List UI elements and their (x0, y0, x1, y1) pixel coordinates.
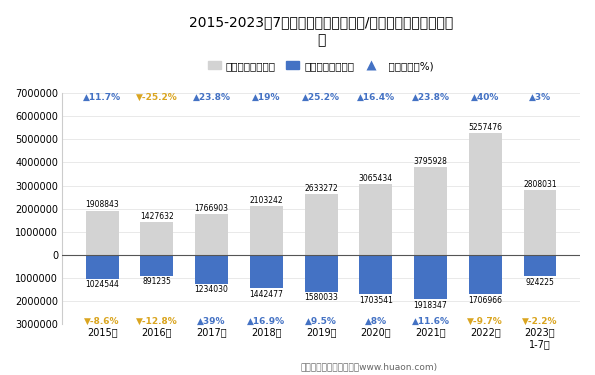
Text: 891235: 891235 (142, 277, 171, 286)
Text: ▲16.9%: ▲16.9% (248, 317, 286, 326)
Bar (305, 194, 337, 255)
Text: 1703541: 1703541 (359, 296, 393, 305)
Bar (195, 214, 228, 255)
Text: 1766903: 1766903 (195, 204, 228, 213)
Text: 1024544: 1024544 (85, 280, 119, 289)
Text: ▲11.6%: ▲11.6% (412, 317, 450, 326)
Bar (359, 255, 392, 294)
Bar (250, 255, 283, 288)
Text: 1442477: 1442477 (249, 290, 283, 299)
Text: 3065434: 3065434 (359, 174, 393, 183)
Text: ▲16.4%: ▲16.4% (357, 93, 395, 102)
Text: 1706966: 1706966 (468, 296, 502, 305)
Text: 924225: 924225 (525, 278, 555, 287)
Bar (250, 206, 283, 255)
Bar (86, 211, 118, 255)
Text: ▲23.8%: ▲23.8% (193, 93, 231, 102)
Title: 2015-2023年7月湖南省（境内目的地/货源地）进、出口额统
计: 2015-2023年7月湖南省（境内目的地/货源地）进、出口额统 计 (189, 15, 453, 47)
Text: 3795928: 3795928 (414, 157, 447, 166)
Bar (414, 255, 447, 299)
Text: ▲39%: ▲39% (198, 317, 226, 326)
Text: 2103242: 2103242 (249, 196, 283, 205)
Text: ▲11.7%: ▲11.7% (83, 93, 121, 102)
Text: 1580033: 1580033 (304, 293, 338, 302)
Text: 1234030: 1234030 (195, 285, 228, 294)
Text: 5257476: 5257476 (468, 123, 502, 132)
Text: ▲9.5%: ▲9.5% (305, 317, 337, 326)
Text: ▲19%: ▲19% (252, 93, 281, 102)
Text: ▲40%: ▲40% (471, 93, 499, 102)
Bar (524, 190, 556, 255)
Bar (305, 255, 337, 291)
Bar (469, 255, 502, 294)
Text: 1427632: 1427632 (140, 211, 174, 220)
Text: ▼-9.7%: ▼-9.7% (468, 317, 503, 326)
Text: ▲23.8%: ▲23.8% (412, 93, 450, 102)
Text: ▲3%: ▲3% (529, 93, 551, 102)
Text: ▼-2.2%: ▼-2.2% (522, 317, 558, 326)
Bar (140, 222, 173, 255)
Text: 1908843: 1908843 (85, 200, 119, 209)
Text: 2808031: 2808031 (523, 180, 557, 189)
Bar (414, 167, 447, 255)
Bar (469, 134, 502, 255)
Text: 制图：华经产业研究院（www.huaon.com): 制图：华经产业研究院（www.huaon.com) (300, 362, 437, 371)
Text: ▲8%: ▲8% (365, 317, 387, 326)
Bar (86, 255, 118, 279)
Text: 1918347: 1918347 (414, 301, 447, 310)
Text: ▼-12.8%: ▼-12.8% (136, 317, 178, 326)
Bar (524, 255, 556, 276)
Text: ▼-25.2%: ▼-25.2% (136, 93, 178, 102)
Bar (140, 255, 173, 276)
Text: 2633272: 2633272 (304, 184, 338, 193)
Legend: 出口额（万美元）, 进口额（万美元）,   同比增长（%): 出口额（万美元）, 进口额（万美元）, 同比增长（%) (204, 57, 438, 75)
Bar (195, 255, 228, 284)
Text: ▼-8.6%: ▼-8.6% (84, 317, 120, 326)
Text: ▲25.2%: ▲25.2% (302, 93, 340, 102)
Bar (359, 184, 392, 255)
